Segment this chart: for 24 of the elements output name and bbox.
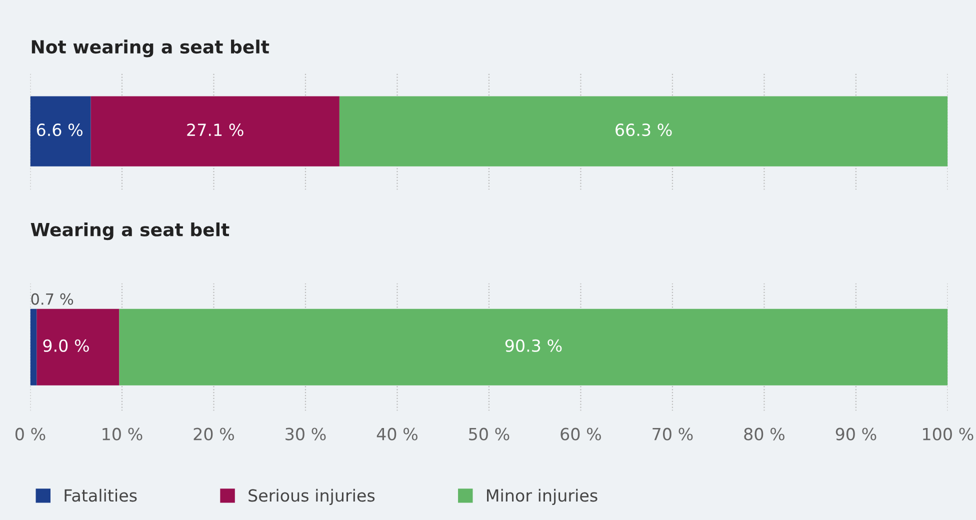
data-label: 90.3 %: [505, 339, 562, 352]
data-label: 0.7 %: [31, 293, 74, 305]
x-tick-label: 70 %: [652, 428, 693, 440]
chart-title: Wearing a seat belt: [30, 222, 230, 240]
x-tick-label: 20 %: [194, 428, 234, 440]
chart-title: Not wearing a seat belt: [32, 40, 270, 58]
legend-label: Serious injuries: [248, 488, 375, 505]
x-tick-label: 10 %: [102, 428, 142, 440]
bar: [36, 308, 120, 386]
x-tick-label: 90 %: [836, 428, 876, 440]
bar: [30, 308, 37, 386]
x-tick-label: 50 %: [469, 428, 510, 440]
legend-label: Fatalities: [64, 488, 137, 502]
legend-label: Minor injuries: [487, 488, 598, 505]
data-label: 27.1 %: [187, 124, 244, 136]
data-label: 66.3 %: [616, 124, 672, 136]
x-tick-label: 100 %: [923, 428, 974, 440]
x-tick-label: 40 %: [376, 428, 418, 440]
data-label: 9.0 %: [43, 339, 89, 352]
data-label: 6.6 %: [36, 124, 82, 136]
x-tick-label: 30 %: [286, 428, 326, 440]
x-tick-label: 60 %: [560, 428, 601, 440]
x-tick-label: 0 %: [15, 428, 46, 440]
x-tick-label: 80 %: [744, 428, 784, 440]
